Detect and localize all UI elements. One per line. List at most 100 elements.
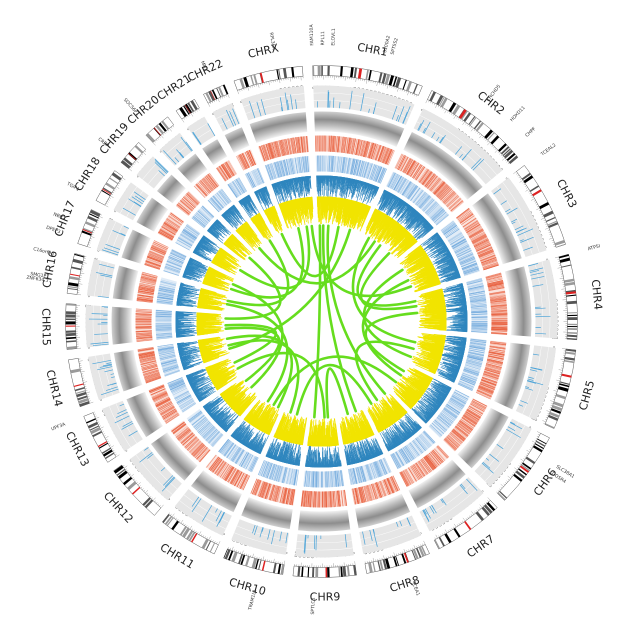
- tick: [517, 174, 520, 177]
- tick: [528, 190, 531, 193]
- tick: [540, 217, 545, 220]
- blue-histogram-bar: [329, 175, 332, 197]
- red-heat-cell: [431, 179, 442, 192]
- red-heat-cell: [358, 139, 363, 156]
- blue-heat-cell: [407, 185, 418, 199]
- blue-heat-cell: [388, 172, 397, 188]
- blue-heat-cell: [432, 209, 445, 221]
- red-heat-cell: [372, 143, 378, 160]
- red-heat-cell: [378, 146, 385, 162]
- tick: [462, 121, 465, 125]
- ideogram-band: [340, 66, 343, 77]
- blue-heat-cell: [400, 180, 409, 194]
- blue-heat-cell: [419, 195, 431, 209]
- red-heat-cell: [371, 143, 377, 160]
- blue-heat-cell: [420, 196, 432, 210]
- blue-heat-cell: [395, 177, 405, 192]
- tick: [556, 379, 561, 382]
- red-heat-cell: [446, 195, 459, 207]
- tick: [507, 475, 511, 479]
- red-heat-cell: [414, 165, 424, 180]
- blue-heat-cell: [408, 186, 419, 200]
- blue-heat-cell: [426, 203, 439, 215]
- blue-heat-cell: [333, 156, 336, 173]
- blue-heat-cell: [356, 160, 362, 176]
- red-heat-cell: [412, 164, 423, 179]
- yellow-histogram-bar: [361, 206, 372, 228]
- red-heat-cell: [379, 146, 386, 162]
- tick: [500, 484, 504, 487]
- tick: [553, 390, 558, 392]
- ideogram-band: [498, 143, 507, 152]
- ideogram-band: [429, 91, 437, 102]
- blue-heat-cell: [436, 214, 450, 226]
- red-heat-cell: [368, 142, 373, 159]
- blue-heat-cell: [348, 158, 352, 174]
- red-heat-cell: [363, 141, 368, 157]
- ideogram-band: [508, 155, 518, 164]
- red-heat-cell: [347, 137, 351, 154]
- tick: [470, 128, 474, 132]
- histogram-bar: [431, 132, 436, 139]
- blue-heat-cell: [428, 205, 441, 218]
- red-heat-cell: [404, 159, 413, 174]
- tick: [452, 114, 455, 117]
- blue-heat-cell: [351, 158, 356, 175]
- red-heat-cell: [410, 163, 420, 177]
- red-heat-cell: [433, 181, 445, 195]
- tick: [520, 458, 525, 462]
- tick: [549, 409, 552, 411]
- red-heat-cell: [377, 146, 384, 162]
- blue-heat-cell: [364, 162, 370, 178]
- tick: [557, 384, 560, 386]
- tick: [451, 113, 453, 115]
- red-heat-cell: [381, 147, 388, 163]
- red-heat-cell: [441, 190, 454, 202]
- blue-heat-cell: [361, 161, 367, 178]
- yellow-histogram-bar: [438, 329, 447, 331]
- red-heat-cell: [404, 159, 414, 174]
- red-heat-cell: [349, 138, 353, 154]
- red-heat-cell: [383, 148, 390, 164]
- blue-heat-cell: [394, 176, 403, 191]
- red-heat-cell: [383, 148, 390, 164]
- red-heat-cell: [338, 136, 341, 153]
- blue-heat-cell: [370, 164, 377, 180]
- red-heat-cell: [441, 189, 454, 202]
- red-heat-cell: [412, 164, 422, 178]
- red-heat-cell: [350, 138, 354, 155]
- ideogram-band: [378, 72, 383, 83]
- blue-heat-cell: [402, 182, 412, 196]
- red-heat-cell: [442, 191, 455, 203]
- red-heat-cell: [364, 141, 369, 158]
- ideogram-band: [312, 65, 315, 76]
- red-heat-cell: [381, 147, 389, 163]
- red-heat-cell: [439, 188, 452, 200]
- tick: [399, 88, 401, 91]
- blue-heat-cell: [426, 203, 439, 215]
- tick: [534, 439, 537, 442]
- tick: [453, 115, 456, 119]
- tick: [391, 85, 393, 88]
- tick: [386, 84, 389, 89]
- blue-heat-cell: [408, 186, 419, 200]
- ideogram-band: [412, 83, 418, 94]
- red-heat-cell: [364, 141, 369, 158]
- blue-heat-cell: [358, 160, 364, 177]
- red-heat-cell: [379, 146, 386, 163]
- tick: [493, 146, 495, 149]
- red-heat-cell: [340, 136, 344, 153]
- tick: [434, 103, 436, 106]
- red-heat-cell: [378, 146, 385, 162]
- tick: [533, 200, 536, 202]
- histogram-bar: [423, 121, 431, 134]
- blue-heat-cell: [371, 165, 378, 181]
- tick-label: 0: [311, 87, 315, 89]
- tick: [518, 176, 521, 178]
- gray-band-chr4: [504, 266, 532, 337]
- red-heat-cell: [406, 160, 416, 175]
- red-heat-cell: [420, 170, 431, 184]
- red-heat-cell: [329, 135, 331, 152]
- blue-heat-cell: [434, 211, 447, 223]
- ideogram-band: [468, 116, 476, 125]
